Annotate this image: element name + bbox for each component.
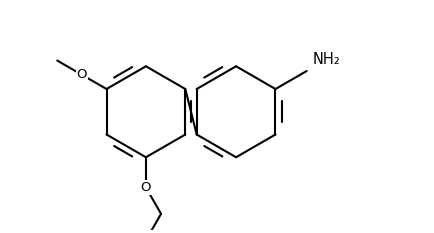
Text: NH₂: NH₂ xyxy=(312,52,340,67)
Text: O: O xyxy=(77,68,87,81)
Text: O: O xyxy=(141,181,151,194)
